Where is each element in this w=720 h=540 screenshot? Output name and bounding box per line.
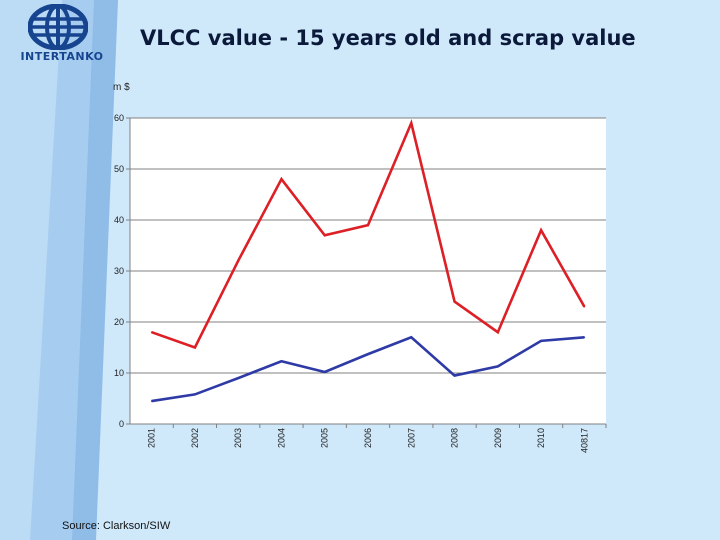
data-point	[237, 260, 239, 262]
source-note: Source: Clarkson/SIW	[62, 520, 171, 532]
data-point	[453, 300, 456, 303]
data-point	[280, 360, 283, 363]
data-point	[367, 224, 369, 226]
data-point	[367, 353, 369, 355]
data-point	[323, 234, 326, 237]
x-tick-label: 2006	[363, 428, 373, 448]
data-point	[280, 178, 283, 180]
x-tick-label: 2009	[493, 428, 503, 448]
data-point	[583, 336, 586, 339]
data-point	[497, 365, 499, 368]
x-tick-label: 40817	[579, 428, 589, 453]
data-point	[237, 377, 239, 379]
x-tick-label: 2001	[147, 428, 157, 448]
data-point	[540, 340, 542, 342]
data-point	[540, 229, 542, 231]
data-point	[194, 393, 196, 396]
decorative-stripe	[0, 0, 118, 540]
x-tick-label: 2002	[190, 428, 200, 448]
y-tick-label: 50	[114, 164, 124, 174]
data-point	[194, 346, 196, 349]
y-tick-label: 60	[114, 113, 124, 123]
data-point	[150, 400, 153, 402]
data-point	[150, 331, 153, 334]
data-point	[583, 305, 586, 308]
data-point	[497, 331, 499, 334]
y-tick-label: 0	[119, 419, 124, 429]
x-tick-label: 2004	[276, 428, 286, 448]
data-point	[410, 336, 413, 339]
y-axis-label: m $	[113, 82, 130, 93]
data-point	[410, 122, 413, 124]
logo-text: INTERTANKO	[20, 50, 104, 63]
y-tick-label: 30	[114, 266, 124, 276]
x-tick-label: 2003	[233, 428, 243, 448]
data-point	[453, 374, 456, 377]
y-tick-label: 20	[114, 317, 124, 327]
x-tick-label: 2005	[320, 428, 330, 448]
data-point	[323, 371, 326, 373]
header: INTERTANKO VLCC value - 15 years old and…	[0, 0, 720, 70]
x-tick-label: 2008	[450, 428, 460, 448]
y-tick-label: 40	[114, 215, 124, 225]
globe-icon	[28, 4, 88, 50]
x-tick-label: 2010	[536, 428, 546, 448]
y-tick-label: 10	[114, 368, 124, 378]
page-title: VLCC value - 15 years old and scrap valu…	[140, 26, 636, 50]
x-tick-label: 2007	[406, 428, 416, 448]
